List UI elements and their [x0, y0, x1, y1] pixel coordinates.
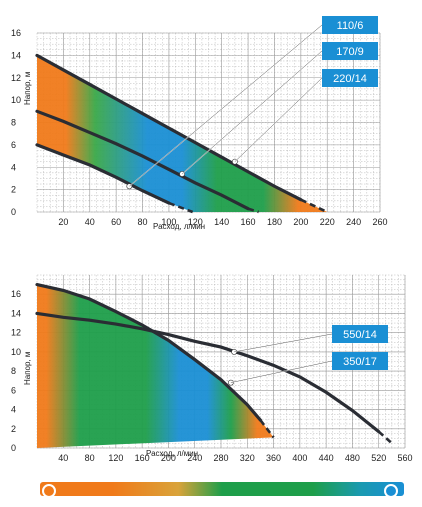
bottom-curve-550-14 [35, 311, 381, 434]
efficiency-scale-bar [40, 482, 404, 498]
bottom-y-tick-label: 14 [11, 308, 21, 318]
top-x-tick-label: 260 [372, 217, 387, 227]
bottom-x-tick-label: 280 [213, 453, 228, 463]
top-x-tick-label: 200 [293, 217, 308, 227]
top-x-tick-label: 240 [346, 217, 361, 227]
top-curve-170-9 [35, 109, 250, 211]
bottom-y-tick-label: 0 [11, 443, 16, 453]
bottom-x-tick-label: 240 [187, 453, 202, 463]
top-curve-tail-220-14 [300, 198, 328, 214]
top-legend-label-220-14: 220/14 [333, 73, 367, 85]
bottom-y-tick-label: 8 [11, 366, 16, 376]
bottom-y-tick-label: 12 [11, 328, 21, 338]
bottom-operating-area [37, 284, 274, 448]
bottom-y-tick-label: 2 [11, 424, 16, 434]
top-y-tick-label: 16 [11, 28, 21, 38]
bottom-curves [35, 283, 393, 445]
top-x-tick-label: 40 [85, 217, 95, 227]
bottom-legend-label-350-17: 350/17 [343, 356, 377, 368]
top-y-tick-label: 0 [11, 207, 16, 217]
bottom-markers [227, 348, 238, 386]
bottom-x-tick-label: 200 [161, 453, 176, 463]
top-x-tick-label: 180 [267, 217, 282, 227]
bottom-curve-tail-350-17 [259, 419, 275, 439]
bottom-callout-leader-shadow [230, 360, 333, 383]
bottom-legend-label-550-14: 550/14 [343, 329, 377, 341]
top-x-tick-label: 100 [161, 217, 176, 227]
bottom-legend-callouts: 550/14 350/17 [230, 325, 388, 384]
chart-bottom: 40 80 120 160 200 240 280 320 360 400 440 480 520 560… [11, 274, 413, 463]
bottom-y-tick-label: 6 [11, 385, 16, 395]
bottom-y-tick-label: 10 [11, 347, 21, 357]
bottom-y-tick-label: 16 [11, 289, 21, 299]
top-y-tick-label: 6 [11, 140, 16, 150]
top-y-tick-label: 4 [11, 162, 16, 172]
top-curve-tail-170-9 [247, 207, 260, 214]
top-y-tick-label: 10 [11, 95, 21, 105]
bottom-x-tick-label: 440 [319, 453, 334, 463]
top-y-tick-label: 14 [11, 50, 21, 60]
top-legend-box-110-6 [322, 16, 378, 34]
bottom-x-tick-label: 120 [108, 453, 123, 463]
bottom-callout-leader-shadow [234, 333, 333, 353]
bottom-x-tick-label: 520 [371, 453, 386, 463]
top-y-tick-label: 8 [11, 118, 16, 128]
bottom-y-tick-labels: 0 2 4 6 8 10 12 14 16 [11, 289, 21, 453]
scale-left-marker [42, 484, 56, 498]
bottom-x-tick-label: 320 [240, 453, 255, 463]
top-x-tick-label: 120 [188, 217, 203, 227]
top-x-tick-label: 20 [58, 217, 68, 227]
top-legend-label-170-9: 170/9 [336, 46, 364, 58]
top-x-tick-label: 160 [241, 217, 256, 227]
top-legend-box-170-9 [322, 42, 378, 60]
top-x-tick-label: 80 [138, 217, 148, 227]
bottom-x-tick-label: 80 [85, 453, 95, 463]
bottom-y-tick-label: 4 [11, 405, 16, 415]
chart-top: 20 40 60 80 100 120 140 160 180 200 220 240 260 0 2 4 6… [11, 16, 388, 231]
bottom-x-tick-label: 40 [58, 453, 68, 463]
top-callout-leader-shadow [234, 77, 323, 162]
bottom-y-axis-title: Напор, м [23, 352, 32, 385]
top-y-tick-labels: 0 2 4 6 8 10 12 14 16 [11, 28, 21, 217]
bottom-legend-box-550-14 [332, 325, 388, 343]
top-curve-110-6 [35, 143, 171, 205]
bottom-curve-tail-550-14 [377, 430, 393, 445]
top-curve-tail-110-6 [168, 201, 194, 214]
bottom-legend-box-350-17 [332, 352, 388, 370]
bottom-x-tick-label: 400 [292, 453, 307, 463]
top-callout-leader-shadow [181, 50, 323, 175]
top-curve-220-14 [35, 53, 303, 202]
top-x-tick-label: 140 [214, 217, 229, 227]
top-y-tick-label: 2 [11, 185, 16, 195]
bottom-x-tick-label: 560 [397, 453, 412, 463]
bottom-x-tick-labels: 40 80 120 160 200 240 280 320 360 400 440 480 520 560 [58, 453, 412, 463]
top-y-axis-title: Напор, м [23, 72, 32, 105]
bottom-x-axis-title: Расход, л/мин [146, 449, 198, 458]
top-y-tick-label: 12 [11, 73, 21, 83]
top-x-axis-title: Расход, л/мин [153, 222, 205, 231]
top-x-tick-labels: 20 40 60 80 100 120 140 160 180 200 220 240 260 [58, 217, 387, 227]
top-legend-box-220-14 [322, 69, 378, 87]
top-x-tick-label: 220 [320, 217, 335, 227]
bottom-x-tick-label: 360 [266, 453, 281, 463]
top-legend-callouts: 110/6 170/9 220/14 [129, 16, 378, 187]
bottom-x-tick-label: 160 [135, 453, 150, 463]
top-callout-leader-shadow [129, 24, 323, 187]
top-legend-label-110-6: 110/6 [337, 20, 364, 32]
top-curves [35, 53, 328, 214]
scale-right-marker [384, 484, 398, 498]
top-x-tick-label: 60 [111, 217, 121, 227]
bottom-x-tick-label: 480 [345, 453, 360, 463]
